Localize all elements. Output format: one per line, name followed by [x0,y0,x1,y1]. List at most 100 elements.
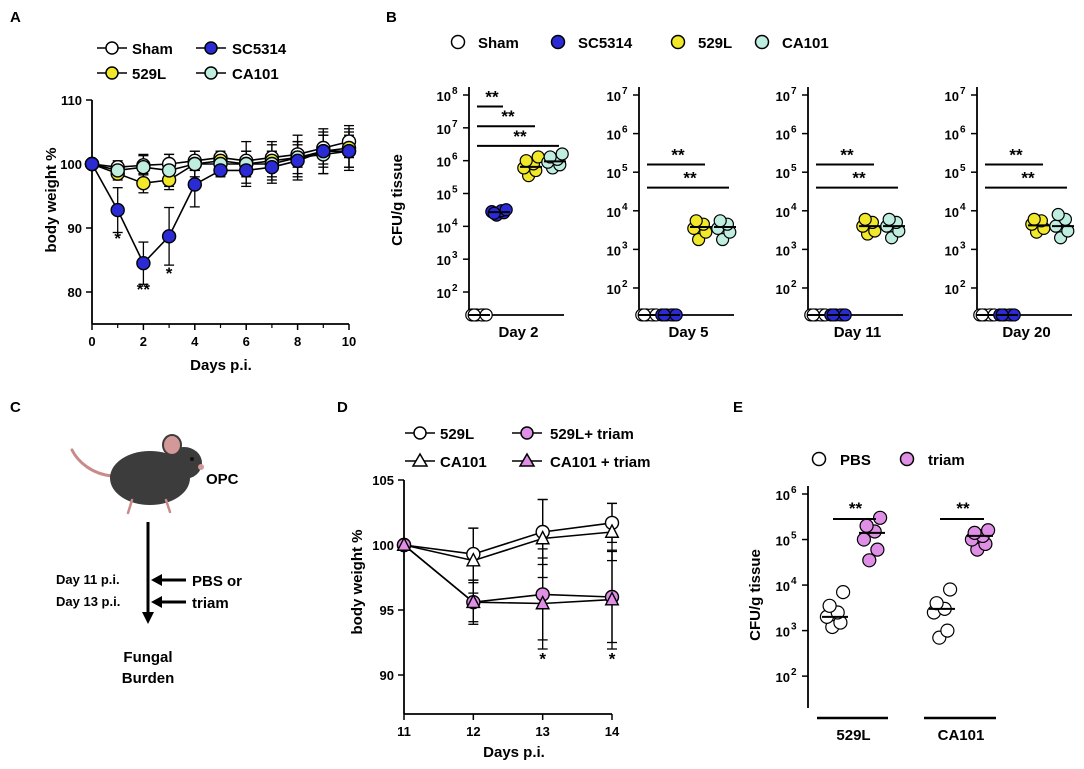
panelB-sub1-y-tick-label: 10 [607,243,621,258]
panelB-sub3-ca101-point [1051,207,1065,222]
panelD-series-ca101-triam-line [403,544,613,605]
panelB-sub0-category-label: Day 2 [498,324,538,341]
legend-a-529l-marker [105,66,119,80]
legend-e-triam-label: triam [928,452,965,469]
legend-d-529l-marker [413,426,427,440]
panelE-triam-529l-point [856,532,872,547]
panelB-sub0-y-tick-label: 10 [437,155,451,170]
panelB-sub3-y-tick-exponent: 7 [960,86,966,97]
panelB-sub0-529l-point [519,154,533,168]
panelD-y-tick-label: 90 [380,668,394,683]
panelB-sub0-significance-mark: ** [501,107,515,126]
panelA-series-sc5314-point [84,156,100,172]
legend-d-ca101-label: CA101 [440,454,487,471]
panelA-x-tick-label: 4 [191,334,199,349]
panelE-category-label: CA101 [938,727,985,744]
panelB-sub1-significance-mark: ** [683,169,697,188]
panel-letter-a: A [10,9,21,26]
schema-outcome-label-1: Fungal [123,649,172,666]
panelD-series-529l-triam-line [403,544,613,604]
panelB-sub1-y-tick-exponent: 2 [622,279,628,290]
panelB-sub1-y-tick-exponent: 4 [622,202,628,213]
panel-a-y-axis-label: body weight % [43,148,60,253]
panelB-sub1-y-tick-exponent: 6 [622,125,628,136]
panel-e-legend: PBS triam [811,451,965,469]
panelB-sub0-y-tick-exponent: 7 [452,119,458,130]
panelB-sub0-y-tick-exponent: 6 [452,152,458,163]
panelB-sub2-y-tick-exponent: 3 [791,240,797,251]
panelB-sub2-y-tick-exponent: 4 [791,202,797,213]
panel-d-legend: 529L 529L+ triam CA101 CA101 + triam [405,426,650,471]
panel-d-line-chart: 529L 529L+ triam CA101 CA101 + triam bod… [349,426,650,761]
panelB-sub3-529l-point [1027,212,1041,226]
panelA-series-529l-point [136,175,151,191]
panelE-y-tick-exponent: 2 [791,667,797,678]
panelE-significance-mark: ** [849,499,863,518]
panelB-sub2-y-tick-label: 10 [776,89,790,104]
legend-d-ca101-triam-marker [518,452,536,467]
panelB-sub1-y-tick-exponent: 3 [622,240,628,251]
panel-d-y-axis-label: body weight % [349,530,366,635]
panelB-sub2-ca101-point [882,212,896,226]
panelB-sub3-category-label: Day 20 [1002,324,1050,341]
panelD-y-tick-label: 100 [372,538,394,553]
legend-b-sc5314-marker [550,34,566,50]
panelD-series-ca101-triam-point [396,536,412,551]
panelE-y-tick-exponent: 4 [791,576,797,587]
legend-b-529l-label: 529L [698,35,732,52]
panelA-series-sc5314-point [316,143,331,159]
panelB-sub3-y-tick-label: 10 [945,89,959,104]
panelB-sub0-y-tick-exponent: 4 [452,217,458,228]
legend-d-529l-triam-marker [520,426,534,440]
panelB-sub3-y-tick-exponent: 5 [960,163,966,174]
panelB-sub3-y-tick-exponent: 2 [960,279,966,290]
panelB-sub2-significance-mark: ** [852,169,866,188]
legend-e-pbs-label: PBS [840,452,871,469]
panelB-sub3-y-tick-label: 10 [945,282,959,297]
schema-treatment-label-2: triam [192,595,229,612]
panelA-series-sc5314-point [341,143,357,159]
panelB-sub2-significance-mark: ** [840,145,854,164]
schema-model-label: OPC [206,471,239,488]
schema-treatment-label-1: PBS or [192,573,242,590]
panelA-x-tick-label: 6 [243,334,250,349]
panelD-series-ca101-point [535,529,551,545]
panelB-sub1-ca101-point [713,214,727,228]
panelB-sub0-y-tick-exponent: 2 [452,283,458,294]
panelA-significance-mark: * [166,264,173,283]
panelE-y-tick-label: 10 [776,488,790,503]
timeline-arrowhead [142,612,154,624]
panelE-pbs-ca101-point [929,596,944,611]
panelA-series-ca101-point [187,156,203,172]
legend-b-529l-marker [670,34,686,50]
panelB-sub2-y-tick-exponent: 7 [791,86,797,97]
panel-e-y-axis-label: CFU/g tissue [747,549,764,641]
panelE-y-tick-label: 10 [776,625,790,640]
panelB-sub0-sc5314-point [487,206,501,220]
panelA-series-sc5314-point [213,163,228,178]
panelA-series-sc5314-point [290,153,305,169]
panelB-sub2-y-tick-label: 10 [776,166,790,181]
panelA-series-sc5314-point [238,163,254,178]
panelB-sub0-ca101-point [543,150,557,164]
panelA-series-sc5314-point [136,256,151,271]
panelE-triam-529l-point [872,510,888,525]
panelD-series-ca101-point [465,552,481,567]
panelA-significance-mark: * [114,229,121,248]
panelD-significance-mark: * [609,650,616,669]
panelA-significance-mark: ** [137,280,151,299]
panelB-sub2-y-tick-label: 10 [776,205,790,220]
panel-a-legend: Sham SC5314 529L CA101 [97,41,287,83]
panelB-sub1-significance-mark: ** [671,145,685,164]
panel-c-schematic: OPC Day 11 p.i. Day 13 p.i. PBS or triam… [56,434,242,687]
panelB-sub1-category-label: Day 5 [668,324,708,341]
mouse-illustration [70,434,204,515]
legend-a-sham-label: Sham [132,41,173,58]
schema-outcome-label-2: Burden [122,670,175,687]
legend-b-sham-marker [450,34,466,50]
mouse-ear [162,434,182,456]
panel-a-line-chart: Sham SC5314 529L CA101 body weight % Day… [43,41,356,374]
panelB-sub3-significance-mark: ** [1021,169,1035,188]
panelA-y-tick-label: 110 [61,93,82,108]
panelB-sub1-y-tick-label: 10 [607,128,621,143]
